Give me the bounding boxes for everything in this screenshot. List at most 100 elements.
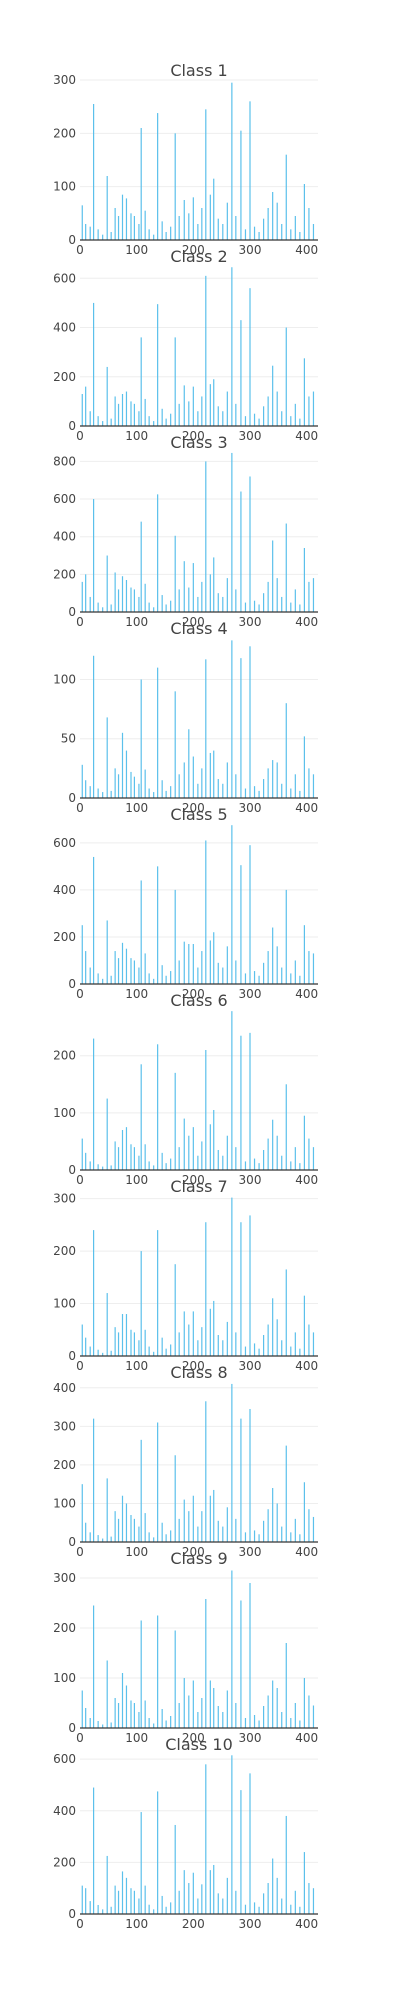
bar (245, 1905, 246, 1914)
bar (149, 1347, 150, 1356)
bar (130, 1888, 131, 1914)
bar (90, 1347, 91, 1356)
bar (134, 216, 135, 240)
bar (162, 780, 163, 798)
bar (145, 1513, 146, 1542)
bar (299, 791, 300, 798)
bar (240, 131, 241, 240)
bar (122, 943, 123, 984)
bar (102, 979, 103, 984)
bar (141, 128, 142, 240)
x-tick-label: 100 (125, 1173, 148, 1187)
bar (98, 1350, 99, 1356)
bar (249, 1773, 250, 1914)
bar (235, 1332, 236, 1356)
bar (277, 1136, 278, 1170)
bar (308, 582, 309, 612)
bar (268, 582, 269, 612)
bar (85, 574, 86, 612)
bar (201, 768, 202, 798)
bar (201, 951, 202, 984)
bar (130, 1701, 131, 1729)
bar (184, 942, 185, 984)
bar (263, 1521, 264, 1542)
bar (145, 1330, 146, 1356)
bar (170, 601, 171, 612)
bar (222, 224, 223, 240)
bar (299, 1534, 300, 1542)
bar (210, 1309, 211, 1356)
bar (235, 404, 236, 426)
bar (126, 198, 127, 240)
bar (290, 789, 291, 798)
bar (272, 1120, 273, 1170)
bar (213, 1490, 214, 1542)
bar (93, 1039, 94, 1170)
bar (162, 1896, 163, 1914)
bar (162, 221, 163, 240)
bar (175, 1073, 176, 1170)
x-tick-label: 400 (295, 1545, 318, 1559)
bar (111, 976, 112, 984)
bar (184, 385, 185, 426)
bar (141, 1621, 142, 1729)
bar (134, 404, 135, 426)
panel-1: Class 1 0 100 200 300 0 100 200 300 400 (53, 61, 318, 257)
bar (235, 1891, 236, 1914)
bar (175, 133, 176, 240)
y-tick-label: 100 (53, 1106, 76, 1120)
bar (153, 235, 154, 240)
x-tick-label: 0 (76, 1359, 84, 1373)
bar (235, 1147, 236, 1170)
bar (286, 1643, 287, 1728)
bar (290, 1347, 291, 1356)
bar (313, 1888, 314, 1914)
bar (115, 208, 116, 240)
bar (231, 640, 232, 798)
bar (188, 1883, 189, 1914)
bar (227, 1507, 228, 1542)
bar (179, 1332, 180, 1356)
bar (231, 267, 232, 426)
bar (157, 1791, 158, 1914)
bar (240, 1222, 241, 1356)
bar (227, 1691, 228, 1729)
bar (184, 200, 185, 240)
x-tick-label: 100 (125, 1359, 148, 1373)
bar (93, 1606, 94, 1729)
bar (299, 232, 300, 240)
bar (213, 932, 214, 984)
bar (82, 582, 83, 612)
bar (170, 1902, 171, 1914)
bar (85, 387, 86, 426)
bar (263, 1150, 264, 1170)
bar (153, 1537, 154, 1542)
y-tick-label: 100 (53, 180, 76, 194)
bar (102, 1909, 103, 1914)
bar (286, 155, 287, 240)
panel-title: Class 7 (170, 1177, 227, 1196)
bar (138, 1340, 139, 1356)
bar (188, 944, 189, 984)
panel-3: Class 302004006008000 100 200 300 400 (53, 433, 318, 629)
x-tick-label: 300 (239, 615, 262, 629)
bar (254, 1902, 255, 1914)
x-tick-label: 0 (76, 987, 84, 1001)
bar (197, 411, 198, 426)
bar (222, 597, 223, 612)
bar (268, 951, 269, 984)
bar (85, 1708, 86, 1728)
bar (268, 1696, 269, 1729)
bar (175, 691, 176, 798)
x-tick-label: 100 (125, 801, 148, 815)
bar (235, 589, 236, 612)
bar (308, 1696, 309, 1729)
bar (126, 580, 127, 612)
bar (175, 1264, 176, 1356)
bar (115, 1141, 116, 1170)
y-tick-label: 600 (53, 836, 76, 850)
y-tick-label: 400 (53, 883, 76, 897)
bar (145, 953, 146, 984)
bar (188, 401, 189, 426)
bar (258, 976, 259, 984)
